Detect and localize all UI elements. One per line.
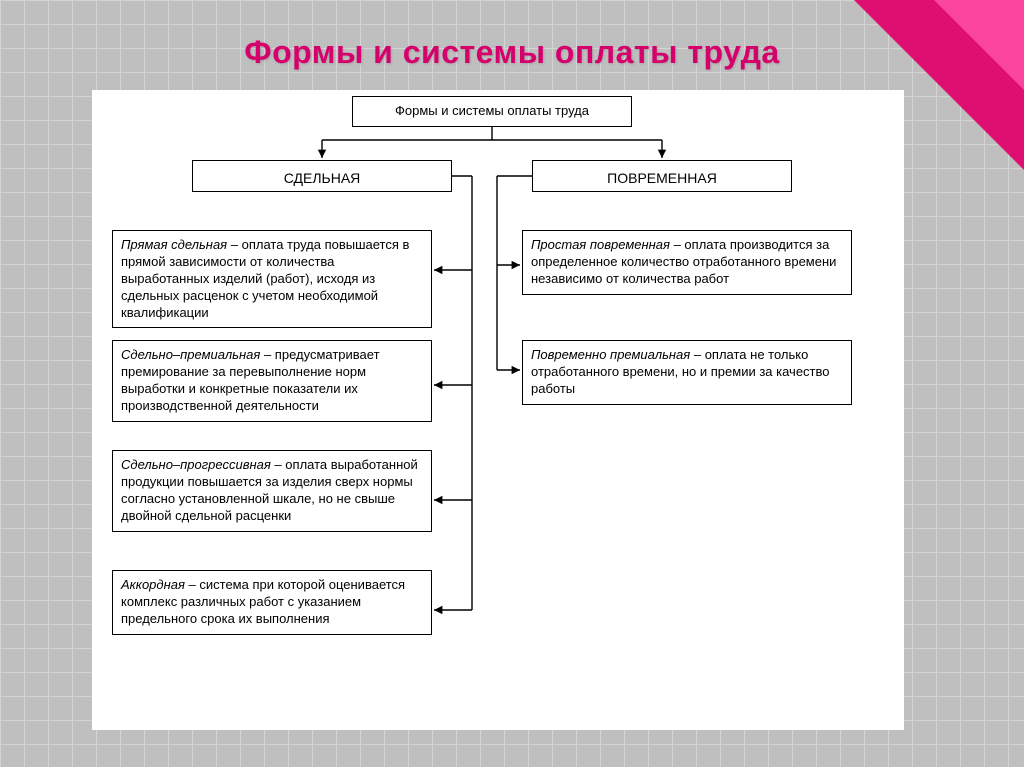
- page-title: Формы и системы оплаты труда: [0, 34, 1024, 71]
- root-box: Формы и системы оплаты труда: [352, 96, 632, 127]
- left-item-3: Аккордная – система при которой оценивае…: [112, 570, 432, 635]
- diagram-panel: Формы и системы оплаты труда СДЕЛЬНАЯ ПО…: [92, 90, 904, 730]
- right-item-0: Простая повременная – оплата производитс…: [522, 230, 852, 295]
- left-item-1: Сдельно–премиальная – предусматривает пр…: [112, 340, 432, 422]
- left-item-0: Прямая сдельная – оплата труда повышаетс…: [112, 230, 432, 328]
- right-item-1: Повременно премиальная – оплата не тольк…: [522, 340, 852, 405]
- branch-left-header: СДЕЛЬНАЯ: [192, 160, 452, 192]
- root-label: Формы и системы оплаты труда: [395, 103, 589, 118]
- left-item-2: Сдельно–прогрессивная – оплата выработан…: [112, 450, 432, 532]
- branch-right-header: ПОВРЕМЕННАЯ: [532, 160, 792, 192]
